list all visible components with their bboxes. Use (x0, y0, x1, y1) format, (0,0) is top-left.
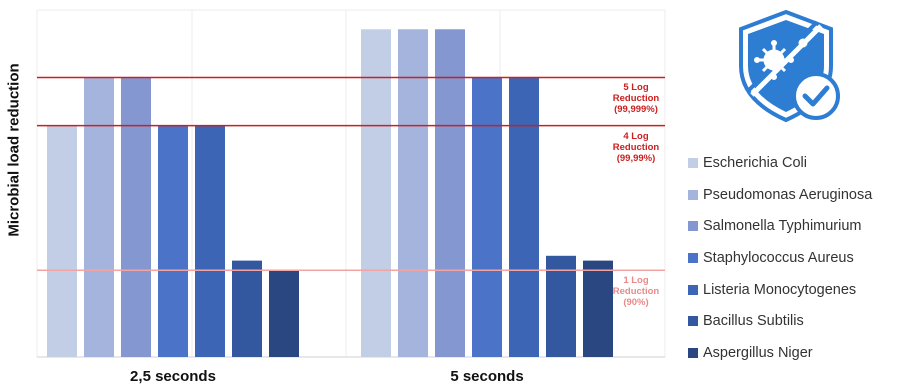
bar-2-4 (472, 77, 502, 357)
legend-label: Pseudomonas Aeruginosa (703, 186, 873, 203)
legend-item: Bacillus Subtilis (688, 305, 872, 337)
legend: Escherichia Coli Pseudomonas Aeruginosa Sa… (688, 147, 872, 369)
legend-item: Listeria Monocytogenes (688, 274, 872, 306)
legend-swatch (688, 316, 698, 327)
bar-2-6 (546, 255, 576, 357)
bar-2-2 (398, 29, 428, 358)
legend-item: Escherichia Coli (688, 147, 872, 179)
bar-2-1 (361, 29, 391, 358)
legend-label: Staphylococcus Aureus (703, 249, 854, 266)
x-tick-label: 2,5 seconds (130, 368, 216, 385)
bar-2-5 (509, 77, 539, 357)
bar-1-3 (121, 77, 151, 357)
legend-label: Listeria Monocytogenes (703, 281, 857, 298)
legend-label: Salmonella Typhimurium (703, 218, 862, 235)
legend-swatch (688, 157, 698, 168)
y-axis-label: Microbial load reduction (5, 63, 23, 237)
legend-swatch (688, 347, 698, 358)
reference-label-3: 1 Log Reduction (90%) (612, 275, 660, 309)
legend-label: Escherichia Coli (703, 154, 807, 171)
legend-label: Bacillus Subtilis (703, 313, 804, 330)
legend-item: Pseudomonas Aeruginosa (688, 179, 872, 211)
x-tick-label: 5 seconds (450, 368, 524, 385)
legend-item: Aspergillus Niger (688, 337, 872, 369)
legend-swatch (688, 221, 698, 232)
bar-2-3 (435, 29, 465, 358)
bar-1-2 (84, 77, 114, 357)
legend-item: Salmonella Typhimurium (688, 210, 872, 242)
legend-item: Staphylococcus Aureus (688, 242, 872, 274)
reference-label-1: 5 Log Reduction (99,999%) (612, 82, 660, 116)
legend-swatch (688, 252, 698, 263)
legend-swatch (688, 284, 698, 295)
bar-1-1 (47, 125, 77, 358)
bar-1-7 (269, 270, 299, 357)
bar-1-5 (195, 125, 225, 358)
legend-swatch (688, 189, 698, 200)
legend-label: Aspergillus Niger (703, 344, 813, 361)
reference-label-2: 4 Log Reduction (99,99%) (612, 130, 660, 164)
bar-1-4 (158, 125, 188, 358)
bar-1-6 (232, 260, 262, 357)
shield-virus-check-icon (728, 8, 848, 126)
bar-2-7 (583, 260, 613, 357)
